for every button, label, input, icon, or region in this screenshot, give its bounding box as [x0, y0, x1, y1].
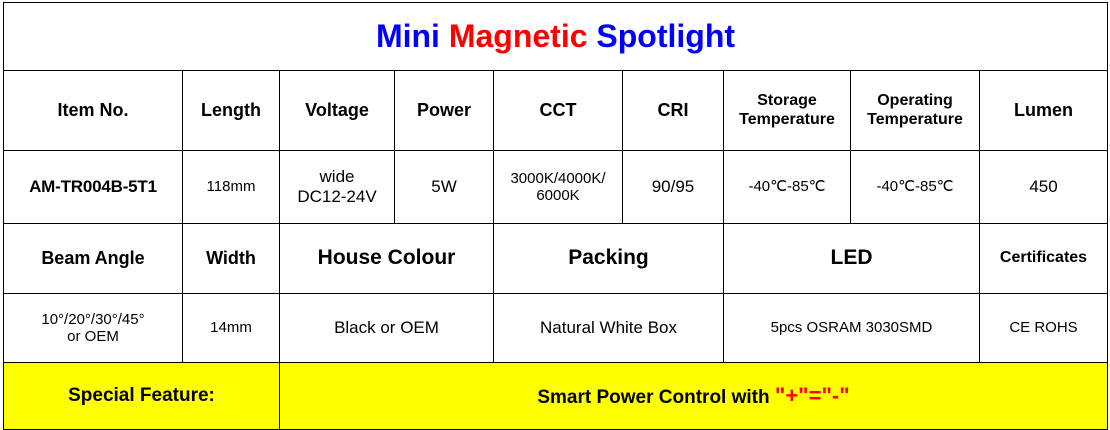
column-header-cri: CRI — [622, 70, 724, 151]
cell-width: 14mm — [182, 293, 280, 363]
special-feature-value: Smart Power Control with "+"="-" — [279, 362, 1108, 430]
cct-line-1: 3000K/4000K/ — [510, 169, 606, 187]
beam-angle-line-1: 10°/20°/30°/45° — [41, 310, 145, 328]
operating-temperature-line-1: Operating — [877, 92, 953, 110]
cell-certificates: CE ROHS — [979, 293, 1108, 363]
header-row-primary: Item No. Length Voltage Power CCT CRI St… — [3, 70, 1108, 151]
table-row: AM-TR004B-5T1 118mm wide DC12-24V 5W 300… — [3, 150, 1108, 224]
title-row: Mini Magnetic Spotlight — [3, 2, 1108, 71]
column-header-lumen: Lumen — [979, 70, 1108, 151]
cell-operating-temperature: -40℃-85℃ — [850, 150, 980, 224]
storage-temperature-line-2: Temperature — [739, 110, 835, 128]
column-header-house-colour: House Colour — [279, 223, 494, 294]
column-header-storage-temperature: Storage Temperature — [723, 70, 851, 151]
cell-packing: Natural White Box — [493, 293, 724, 363]
column-header-width: Width — [182, 223, 280, 294]
header-row-secondary: Beam Angle Width House Colour Packing LE… — [3, 223, 1108, 294]
voltage-line-1: wide — [319, 167, 355, 187]
column-header-item-no: Item No. — [3, 70, 183, 151]
special-feature-accent: "+"="-" — [774, 383, 850, 409]
cell-voltage: wide DC12-24V — [279, 150, 395, 224]
voltage-line-2: DC12-24V — [297, 187, 377, 206]
column-header-led: LED — [723, 223, 980, 294]
column-header-beam-angle: Beam Angle — [3, 223, 183, 294]
beam-angle-line-2: or OEM — [67, 328, 119, 345]
cct-line-2: 6000K — [536, 187, 580, 204]
title-word-magnetic: Magnetic — [448, 18, 597, 55]
cell-house-colour: Black or OEM — [279, 293, 494, 363]
product-title-cell: Mini Magnetic Spotlight — [3, 2, 1108, 71]
product-spec-table: Mini Magnetic Spotlight Item No. Length … — [3, 2, 1108, 430]
special-feature-row: Special Feature: Smart Power Control wit… — [3, 362, 1108, 430]
column-header-packing: Packing — [493, 223, 724, 294]
title-word-spotlight: Spotlight — [596, 18, 736, 55]
title-word-mini: Mini — [375, 18, 449, 55]
cell-lumen: 450 — [979, 150, 1108, 224]
operating-temperature-line-2: Temperature — [867, 110, 963, 128]
special-feature-prefix: Smart Power Control with — [537, 387, 775, 409]
column-header-certificates: Certificates — [979, 223, 1108, 294]
cell-led: 5pcs OSRAM 3030SMD — [723, 293, 980, 363]
column-header-power: Power — [394, 70, 494, 151]
cell-beam-angle: 10°/20°/30°/45° or OEM — [3, 293, 183, 363]
column-header-cct: CCT — [493, 70, 623, 151]
table-row: 10°/20°/30°/45° or OEM 14mm Black or OEM… — [3, 293, 1108, 363]
cell-power: 5W — [394, 150, 494, 224]
product-title: Mini Magnetic Spotlight — [376, 18, 735, 54]
cell-length: 118mm — [182, 150, 280, 224]
cell-item-no: AM-TR004B-5T1 — [3, 150, 183, 224]
column-header-operating-temperature: Operating Temperature — [850, 70, 980, 151]
cell-cri: 90/95 — [622, 150, 724, 224]
cell-cct: 3000K/4000K/ 6000K — [493, 150, 623, 224]
special-feature-value-text: Smart Power Control with "+"="-" — [537, 383, 849, 409]
special-feature-label: Special Feature: — [3, 362, 280, 430]
column-header-length: Length — [182, 70, 280, 151]
column-header-voltage: Voltage — [279, 70, 395, 151]
storage-temperature-line-1: Storage — [757, 92, 817, 110]
cell-storage-temperature: -40℃-85℃ — [723, 150, 851, 224]
